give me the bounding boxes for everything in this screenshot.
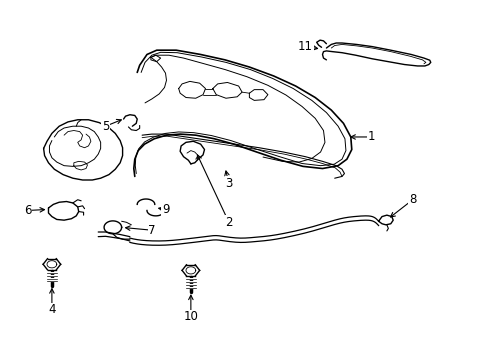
Text: 2: 2 [224,216,232,229]
Text: 5: 5 [102,120,109,133]
Text: 4: 4 [48,303,56,316]
Text: 3: 3 [225,177,232,190]
Text: 11: 11 [297,40,312,53]
Text: 9: 9 [162,203,169,216]
Text: 10: 10 [183,310,198,324]
Text: 8: 8 [408,193,416,206]
Text: 7: 7 [148,224,155,237]
Text: 6: 6 [24,204,31,217]
Text: 1: 1 [367,130,374,144]
